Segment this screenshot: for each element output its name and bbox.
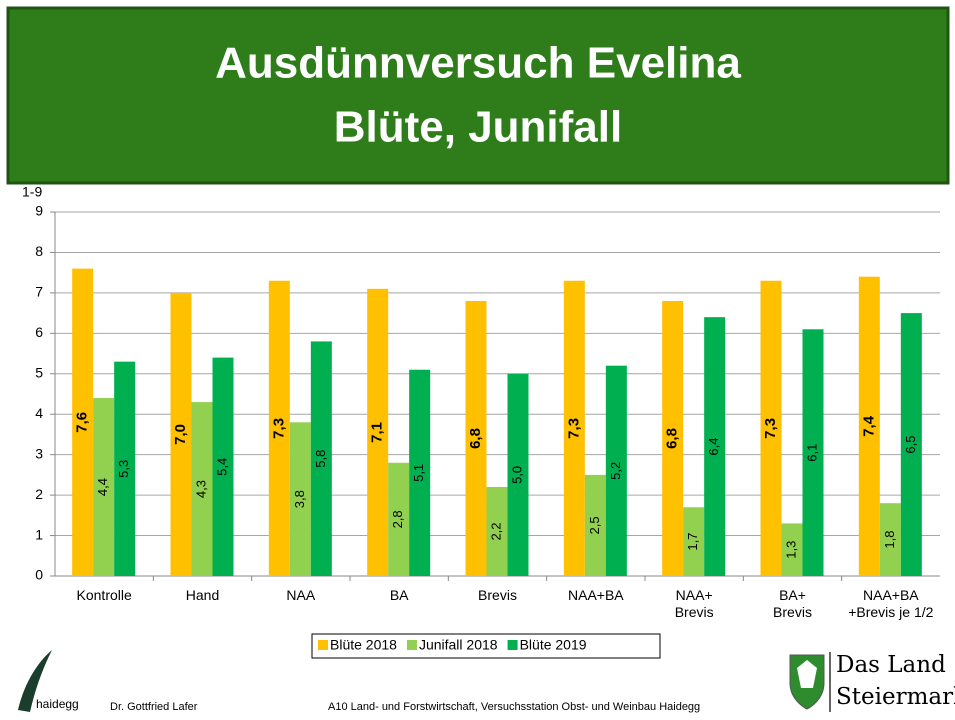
data-label: 4,3 xyxy=(193,480,208,498)
data-label: 6,4 xyxy=(706,438,721,456)
bar xyxy=(465,300,487,576)
legend-label: Blüte 2018 xyxy=(330,637,397,653)
legend-swatch xyxy=(318,640,328,650)
bar xyxy=(114,361,136,576)
data-label: 1,8 xyxy=(882,531,897,549)
legend-swatch xyxy=(507,640,518,650)
bar xyxy=(191,402,213,576)
legend-box xyxy=(311,633,661,659)
bar xyxy=(760,280,782,576)
data-label: 5,1 xyxy=(411,464,426,482)
bar xyxy=(212,357,234,576)
bar xyxy=(781,523,803,576)
x-tick-label: Kontrolle xyxy=(76,587,132,603)
title: Ausdünnversuch Evelina xyxy=(215,39,741,88)
brand-line-1: Das Land xyxy=(836,652,946,678)
bar xyxy=(367,288,389,576)
bar xyxy=(388,462,410,576)
bar xyxy=(563,280,585,576)
data-label: 7,3 xyxy=(762,418,779,439)
bar xyxy=(605,365,627,576)
y-tick-label: 2 xyxy=(35,486,43,502)
data-label: 7,4 xyxy=(860,415,877,437)
bar xyxy=(507,373,529,576)
x-tick-label: Brevis xyxy=(478,587,517,603)
x-tick-label: NAA+ Brevis xyxy=(674,587,714,620)
bar xyxy=(310,341,332,576)
y-tick-label: 4 xyxy=(35,405,43,421)
bar xyxy=(879,503,901,576)
legend-label: Blüte 2019 xyxy=(520,637,587,653)
data-label: 7,1 xyxy=(369,422,386,443)
bar xyxy=(93,398,115,576)
x-tick-label: NAA+BA xyxy=(568,587,624,603)
institution: A10 Land- und Forstwirtschaft, Versuchss… xyxy=(328,701,700,713)
data-label: 1,7 xyxy=(685,533,700,551)
data-label: 4,4 xyxy=(95,478,110,496)
y-tick-label: 9 xyxy=(35,203,43,219)
header-box xyxy=(6,6,950,185)
x-tick-label: NAA xyxy=(286,587,316,603)
data-label: 5,8 xyxy=(313,450,328,468)
data-label: 5,4 xyxy=(214,458,229,476)
bar xyxy=(289,422,311,576)
y-tick-label: 1 xyxy=(35,526,43,542)
data-label: 7,0 xyxy=(172,424,189,445)
brand-line-2: Steiermark xyxy=(836,684,955,710)
data-label: 7,6 xyxy=(74,412,91,433)
x-tick-label: BA xyxy=(389,587,409,603)
data-label: 5,2 xyxy=(608,462,623,480)
y-tick-label: 7 xyxy=(35,284,43,300)
y-tick-label: 8 xyxy=(35,243,43,259)
y-tick-label: 0 xyxy=(35,567,43,583)
author: Dr. Gottfried Lafer xyxy=(110,701,198,713)
y-tick-label: 6 xyxy=(35,324,43,340)
data-label: 3,8 xyxy=(292,490,307,508)
subtitle: Blüte, Junifall xyxy=(334,103,622,152)
x-tick-label: Hand xyxy=(185,587,220,603)
data-label: 5,0 xyxy=(509,466,524,484)
bar xyxy=(662,300,684,576)
data-label: 5,3 xyxy=(116,460,131,478)
data-label: 6,8 xyxy=(664,428,681,449)
data-label: 7,3 xyxy=(565,418,582,439)
data-label: 2,5 xyxy=(587,516,602,534)
data-label: 2,8 xyxy=(390,510,405,528)
bar xyxy=(486,487,508,576)
data-label: 1,3 xyxy=(783,541,798,559)
x-tick-label: NAA+BA +Brevis je 1/2 xyxy=(848,587,934,620)
logo-text: haidegg xyxy=(36,697,79,711)
data-label: 6,8 xyxy=(467,428,484,449)
bar xyxy=(584,474,606,576)
data-label: 6,1 xyxy=(804,444,819,462)
bar xyxy=(858,276,880,576)
bar xyxy=(268,280,290,576)
data-label: 6,5 xyxy=(903,436,918,454)
data-label: 2,2 xyxy=(488,522,503,540)
bar xyxy=(72,268,94,576)
y-tick-label: 3 xyxy=(35,445,43,461)
bar xyxy=(683,507,705,576)
bar xyxy=(704,317,726,576)
crest-panther xyxy=(797,660,817,688)
bar xyxy=(170,292,192,576)
logo-mark xyxy=(18,650,52,712)
y-tick-label: 5 xyxy=(35,364,43,380)
data-label: 7,3 xyxy=(270,418,287,439)
legend-swatch xyxy=(406,640,417,650)
x-tick-label: BA+ Brevis xyxy=(773,587,812,620)
bar xyxy=(409,369,431,576)
y-axis-label: 1-9 xyxy=(22,184,42,200)
bar xyxy=(900,313,922,576)
bar xyxy=(802,329,824,576)
legend-label: Junifall 2018 xyxy=(419,637,498,653)
